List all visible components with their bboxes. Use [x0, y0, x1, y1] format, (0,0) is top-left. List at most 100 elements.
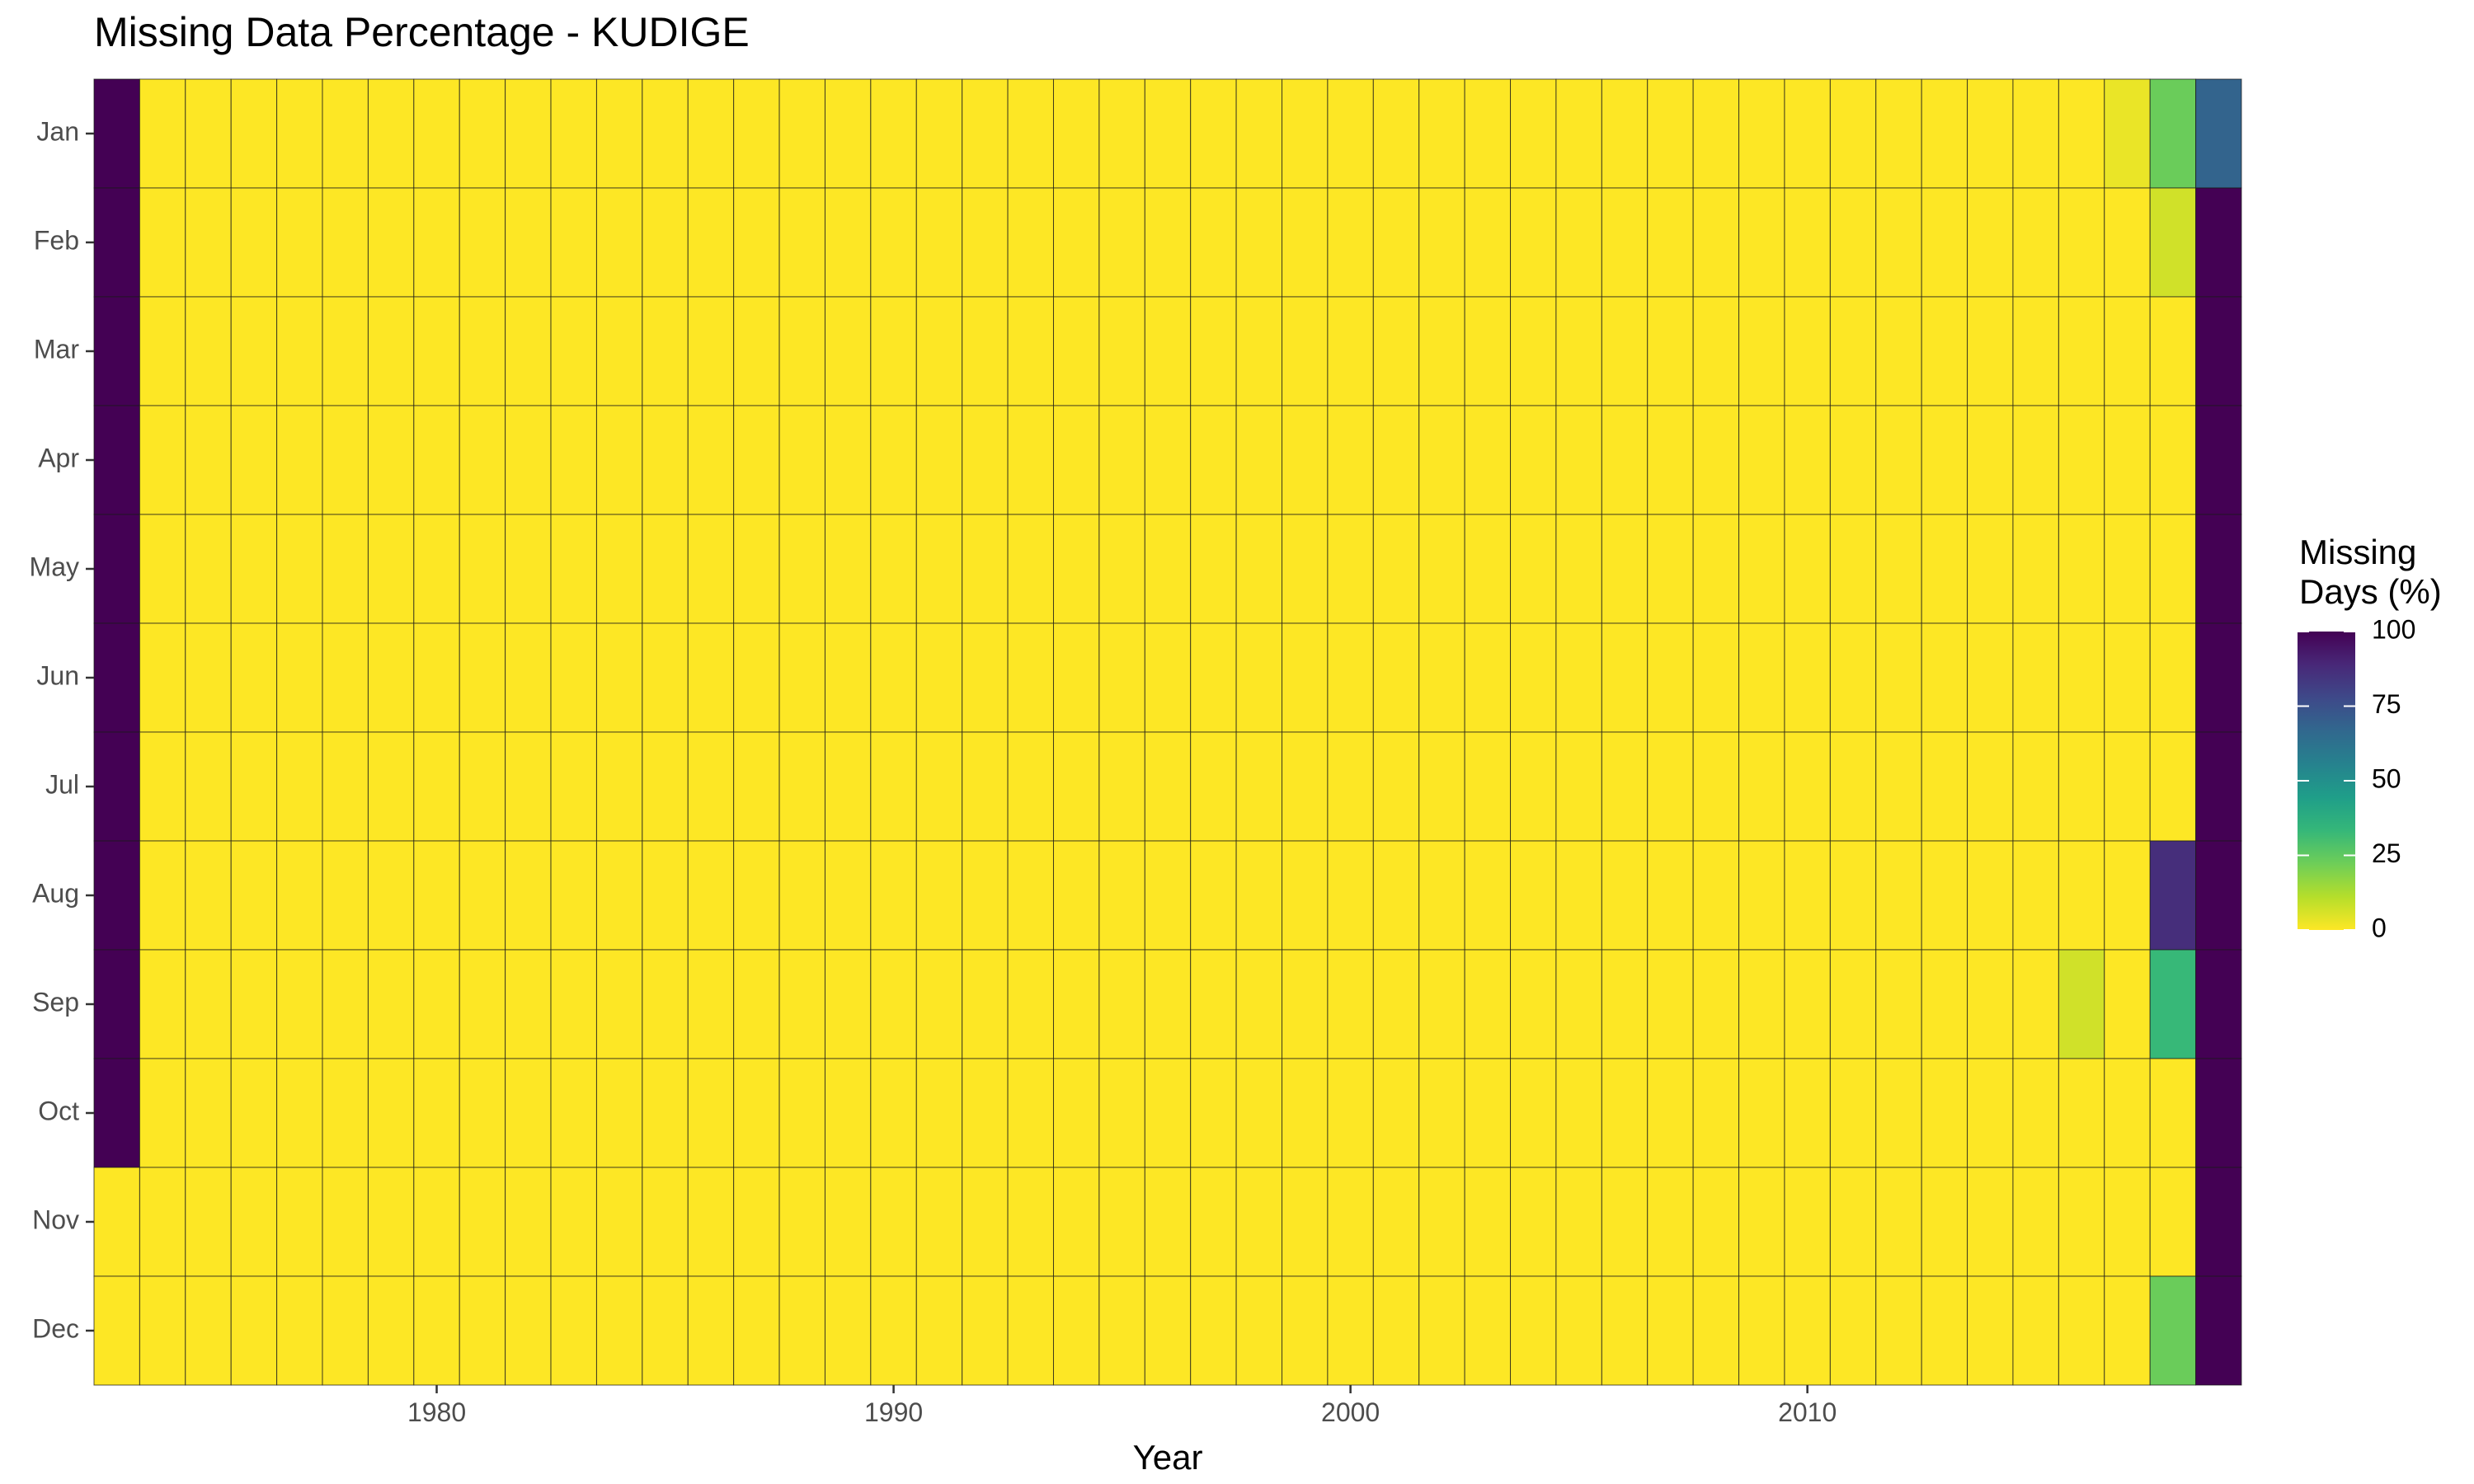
heatmap-cell-2014-oct — [1967, 1058, 2014, 1168]
heatmap-cell-2018-dec — [2149, 1275, 2197, 1386]
heatmap-cell-2011-apr — [1829, 405, 1877, 515]
heatmap-cell-2018-jun — [2149, 622, 2197, 733]
heatmap-cell-2019-jun — [2195, 622, 2242, 733]
heatmap-cell-1977-jun — [276, 622, 323, 733]
heatmap-cell-2001-feb — [1372, 187, 1420, 298]
heatmap-cell-2000-feb — [1327, 187, 1374, 298]
heatmap-cell-1987-sep — [733, 949, 780, 1059]
heatmap-cell-2010-apr — [1784, 405, 1831, 515]
heatmap-cell-2000-jul — [1327, 731, 1374, 842]
y-tick-label-feb: Feb — [34, 225, 79, 255]
heatmap-cell-2010-sep — [1784, 949, 1831, 1059]
heatmap-cell-2018-mar — [2149, 296, 2197, 406]
heatmap-cell-1994-jun — [1052, 622, 1100, 733]
heatmap-cell-2004-mar — [1510, 296, 1557, 406]
heatmap-cell-2011-dec — [1829, 1275, 1877, 1386]
heatmap-cell-2008-oct — [1692, 1058, 1740, 1168]
heatmap-cell-1983-oct — [550, 1058, 597, 1168]
heatmap-cell-1986-aug — [687, 840, 735, 951]
heatmap-cell-1980-jun — [413, 622, 460, 733]
heatmap-cell-1990-feb — [870, 187, 917, 298]
heatmap-cell-1987-feb — [733, 187, 780, 298]
heatmap-cell-1988-sep — [778, 949, 825, 1059]
legend-title: Missing Days (%) — [2299, 533, 2442, 612]
heatmap-cell-1981-oct — [459, 1058, 506, 1168]
heatmap-cell-2004-oct — [1510, 1058, 1557, 1168]
heatmap-cell-1993-apr — [1007, 405, 1054, 515]
heatmap-cell-1995-sep — [1098, 949, 1145, 1059]
heatmap-cell-2000-jun — [1327, 622, 1374, 733]
heatmap-cell-1999-oct — [1282, 1058, 1329, 1168]
heatmap-cell-2008-jul — [1692, 731, 1740, 842]
heatmap-cell-2016-may — [2058, 514, 2105, 624]
heatmap-cell-2019-oct — [2195, 1058, 2242, 1168]
heatmap-cell-2015-mar — [2012, 296, 2059, 406]
heatmap-cell-1996-aug — [1144, 840, 1192, 951]
heatmap-cell-1982-aug — [505, 840, 552, 951]
heatmap-cell-2015-jul — [2012, 731, 2059, 842]
heatmap-cell-1998-jan — [1235, 78, 1283, 189]
y-tick-label-may: May — [30, 552, 79, 581]
x-tick-label-1980: 1980 — [407, 1397, 466, 1427]
heatmap-cell-2007-apr — [1647, 405, 1694, 515]
heatmap-cell-1981-sep — [459, 949, 506, 1059]
heatmap-cell-2006-may — [1601, 514, 1649, 624]
heatmap-cell-2016-mar — [2058, 296, 2105, 406]
heatmap-cell-1993-oct — [1007, 1058, 1054, 1168]
heatmap-cell-1973-aug — [93, 840, 140, 951]
heatmap-cell-2003-may — [1464, 514, 1512, 624]
heatmap-cell-2010-aug — [1784, 840, 1831, 951]
heatmap-cell-2006-sep — [1601, 949, 1649, 1059]
heatmap-cell-2007-may — [1647, 514, 1694, 624]
heatmap-cell-2012-mar — [1875, 296, 1922, 406]
heatmap-cell-1986-nov — [687, 1167, 735, 1277]
color-legend: 0 25 50 75 100 — [2298, 614, 2415, 942]
heatmap-cell-1983-apr — [550, 405, 597, 515]
heatmap-cell-1988-nov — [778, 1167, 825, 1277]
heatmap-cell-1991-jun — [915, 622, 963, 733]
heatmap-cell-2011-mar — [1829, 296, 1877, 406]
heatmap-cell-1988-jul — [778, 731, 825, 842]
heatmap-cell-1997-oct — [1190, 1058, 1237, 1168]
heatmap-cell-2000-mar — [1327, 296, 1374, 406]
heatmap-cell-1992-mar — [962, 296, 1009, 406]
heatmap-cell-1987-aug — [733, 840, 780, 951]
heatmap-cell-1993-aug — [1007, 840, 1054, 951]
heatmap-cell-1997-dec — [1190, 1275, 1237, 1386]
heatmap-cell-1981-nov — [459, 1167, 506, 1277]
heatmap-cell-2009-jul — [1738, 731, 1785, 842]
heatmap-cell-2004-feb — [1510, 187, 1557, 298]
heatmap-cell-1987-mar — [733, 296, 780, 406]
legend-tick-label-25: 25 — [2372, 838, 2401, 868]
heatmap-cell-1996-jul — [1144, 731, 1192, 842]
heatmap-cell-1978-jun — [322, 622, 369, 733]
heatmap-cell-1991-feb — [915, 187, 963, 298]
heatmap-cell-1993-nov — [1007, 1167, 1054, 1277]
heatmap-cell-2010-oct — [1784, 1058, 1831, 1168]
heatmap-cell-1989-jun — [824, 622, 872, 733]
heatmap-cell-2002-may — [1418, 514, 1465, 624]
heatmap-cell-2002-jun — [1418, 622, 1465, 733]
heatmap-cell-1998-jul — [1235, 731, 1283, 842]
heatmap-cell-2006-dec — [1601, 1275, 1649, 1386]
heatmap-cell-1980-feb — [413, 187, 460, 298]
heatmap-cell-1997-may — [1190, 514, 1237, 624]
heatmap-cell-1974-sep — [139, 949, 186, 1059]
heatmap-cell-1982-oct — [505, 1058, 552, 1168]
y-axis: Jan Feb Mar Apr May Jun Jul Aug Sep Oct Nov Dec — [30, 116, 94, 1343]
heatmap-cell-1994-sep — [1052, 949, 1100, 1059]
heatmap-cell-1973-feb — [93, 187, 140, 298]
heatmap-cell-1998-apr — [1235, 405, 1283, 515]
heatmap-cell-1977-aug — [276, 840, 323, 951]
heatmap-cell-2003-jan — [1464, 78, 1512, 189]
heatmap-cell-1973-sep — [93, 949, 140, 1059]
heatmap-cell-1983-sep — [550, 949, 597, 1059]
heatmap-cell-2002-sep — [1418, 949, 1465, 1059]
heatmap-cell-1993-jan — [1007, 78, 1054, 189]
heatmap-cell-2008-may — [1692, 514, 1740, 624]
heatmap-cell-2003-apr — [1464, 405, 1512, 515]
heatmap-cell-2014-sep — [1967, 949, 2014, 1059]
heatmap-cell-1980-apr — [413, 405, 460, 515]
heatmap-cell-2009-jan — [1738, 78, 1785, 189]
